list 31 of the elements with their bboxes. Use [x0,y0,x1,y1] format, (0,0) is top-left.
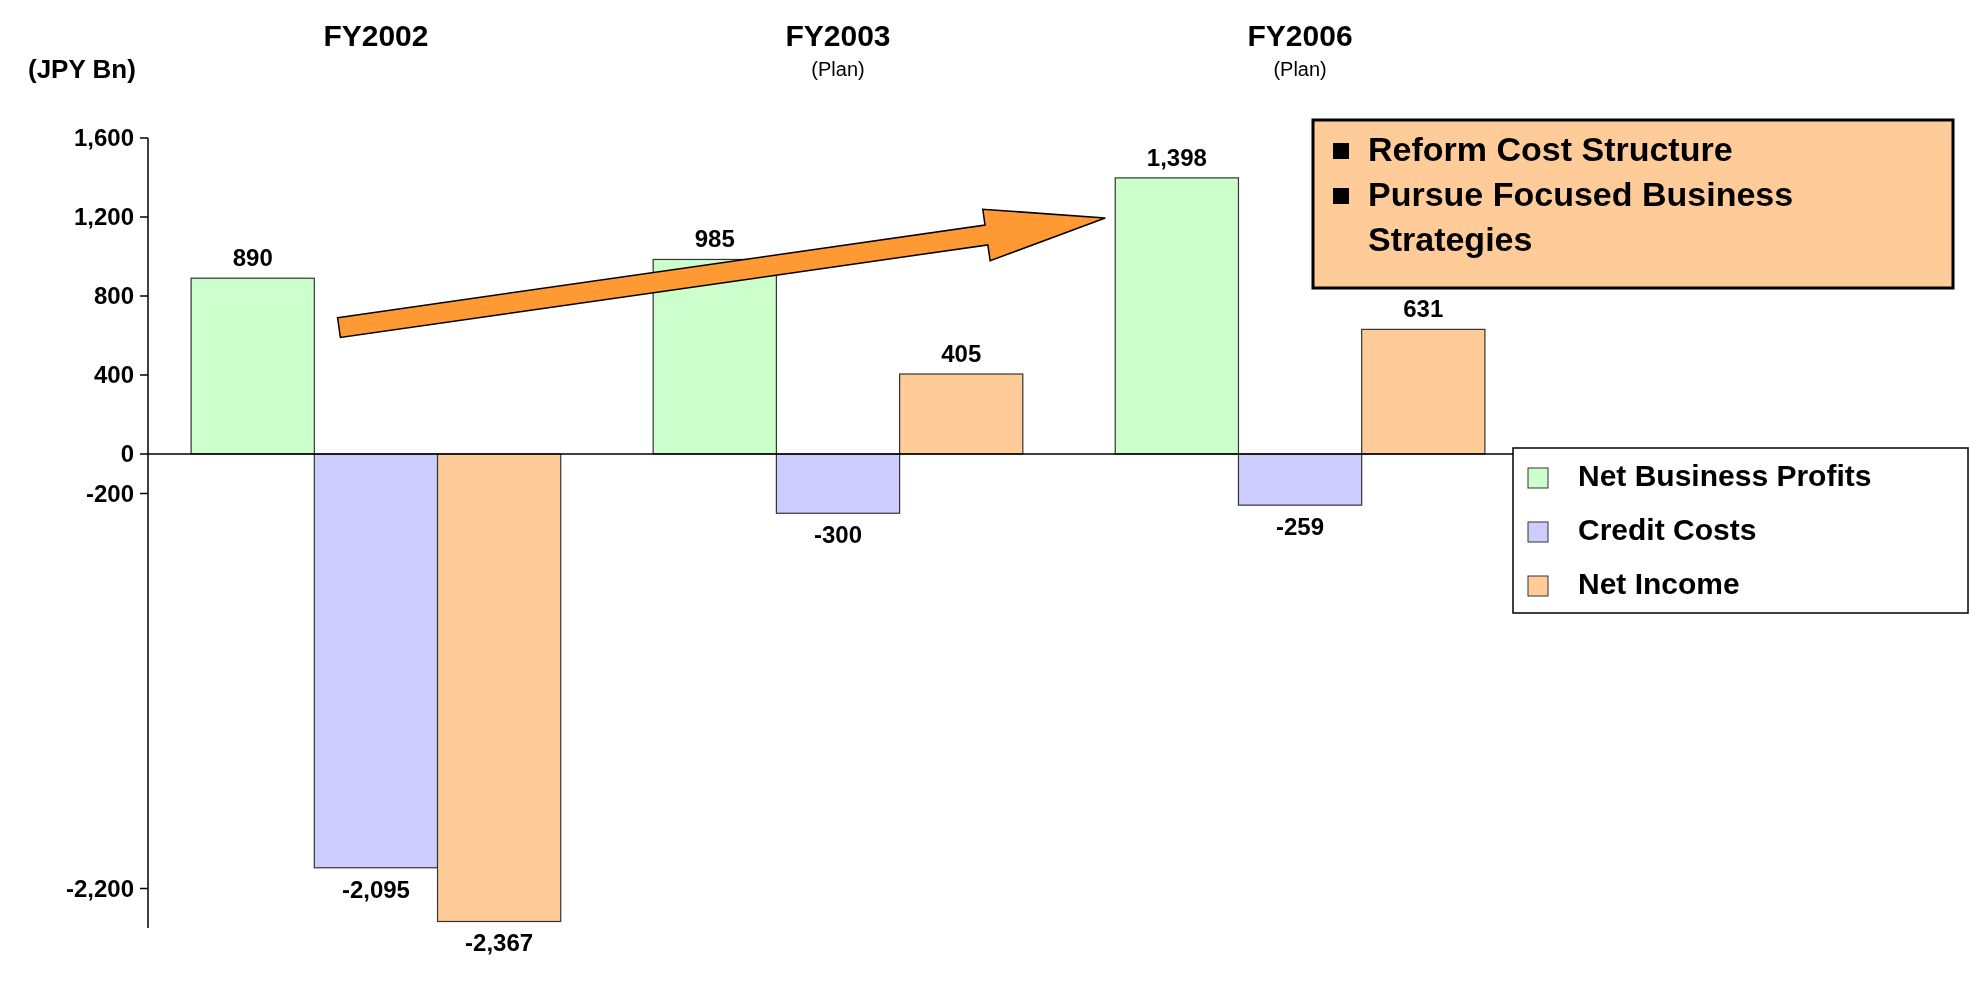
bar [1237,453,1363,506]
bar [190,277,315,455]
x-tick-label: FY2006 (Plan) [1247,19,1353,80]
bar [1114,177,1240,455]
legend-label: Net Business Profits [1578,459,1872,492]
annotation: Pursue Focused Business Strategies [1368,175,1794,258]
y-tick-label: 1,600 [73,124,134,152]
data-label: 890 [232,244,273,272]
data-label: 985 [694,225,735,253]
x-tick-label: FY2002 [323,19,429,52]
y-tick-label: -200 [85,479,134,507]
y-tick-label: 400 [93,361,134,389]
legend-label: Credit Costs [1578,513,1757,546]
data-label: -259 [1276,513,1325,541]
y-tick-label: 800 [93,282,134,310]
annotation: Reform Cost Structure [1368,130,1733,168]
data-label: 1,398 [1146,143,1207,171]
data-label: -2,367 [465,929,534,957]
data-label: -2,095 [341,875,410,903]
bar [775,453,901,514]
y-axis-title: (JPY Bn) [28,54,136,84]
data-label: 631 [1403,295,1444,323]
data-label: 405 [941,340,982,368]
y-tick-label: 0 [120,440,134,468]
data-label: -300 [813,521,863,549]
legend-label: Net Income [1578,567,1740,600]
bar [1361,328,1486,455]
y-tick-label: 1,200 [73,203,134,231]
y-tick-label: -2,200 [65,874,134,902]
bar [899,373,1024,455]
x-tick-label: FY2003 (Plan) [785,19,891,80]
